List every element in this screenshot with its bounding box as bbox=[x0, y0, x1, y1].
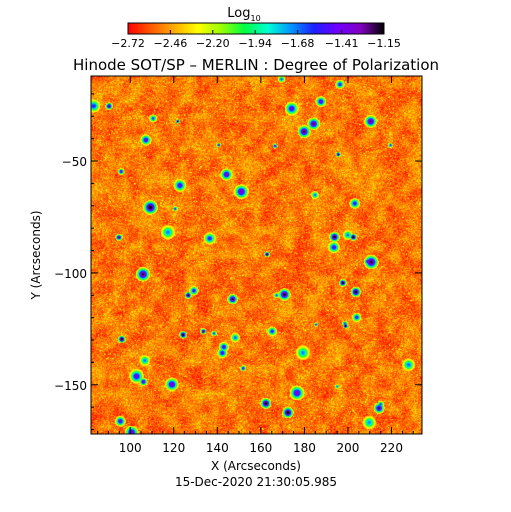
x-tick-label: 180 bbox=[293, 441, 316, 455]
colorbar-tick-label: −2.72 bbox=[111, 37, 145, 50]
x-tick-label: 100 bbox=[119, 441, 142, 455]
y-axis: −50 −100 −150 bbox=[54, 93, 422, 431]
x-tick-label: 220 bbox=[380, 441, 403, 455]
colorbar-tick-label: −1.68 bbox=[281, 37, 315, 50]
colorbar-tick-label: −1.94 bbox=[238, 37, 272, 50]
x-axis: 100 120 140 160 180 200 220 bbox=[97, 76, 414, 455]
colorbar-ticks: −2.72 −2.46 −2.20 −1.94 −1.68 −1.41 −1.15 bbox=[111, 30, 401, 50]
colorbar-label: Log10 bbox=[227, 6, 260, 23]
timestamp: 15-Dec-2020 21:30:05.985 bbox=[175, 475, 337, 489]
plot-area: 100 120 140 160 180 200 220 −50 −100 −150 bbox=[54, 75, 423, 455]
colorbar-tick-label: −2.20 bbox=[196, 37, 230, 50]
y-tick-label: −100 bbox=[54, 267, 87, 281]
colorbar-label-base: Log bbox=[227, 6, 250, 21]
chart-title: Hinode SOT/SP – MERLIN : Degree of Polar… bbox=[73, 56, 439, 74]
colorbar: Log10 −2.72 −2.46 −2.20 −1.94 −1.68 −1.41 −1.1… bbox=[111, 6, 401, 50]
x-tick-label: 140 bbox=[206, 441, 229, 455]
x-tick-label: 200 bbox=[337, 441, 360, 455]
colorbar-tick-label: −1.41 bbox=[325, 37, 359, 50]
y-tick-label: −50 bbox=[62, 155, 87, 169]
plot-frame bbox=[90, 75, 423, 435]
y-axis-label: Y (Arcseconds) bbox=[29, 210, 43, 300]
colorbar-tick-label: −1.15 bbox=[367, 37, 401, 50]
heatmap-image bbox=[91, 76, 422, 434]
y-tick-label: −150 bbox=[54, 379, 87, 393]
colorbar-tick-label: −2.46 bbox=[154, 37, 188, 50]
x-tick-label: 160 bbox=[249, 441, 272, 455]
x-tick-label: 120 bbox=[162, 441, 185, 455]
colorbar-label-subscript: 10 bbox=[251, 14, 261, 23]
colorbar-bar bbox=[127, 22, 385, 35]
x-axis-label: X (Arcseconds) bbox=[211, 459, 301, 473]
